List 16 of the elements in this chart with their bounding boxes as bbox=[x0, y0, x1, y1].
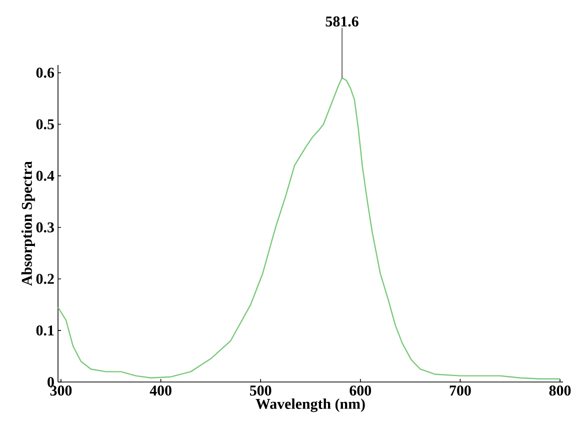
x-tick-label: 400 bbox=[150, 386, 172, 396]
y-tick-label: 0.1 bbox=[36, 325, 54, 336]
y-tick-label: 0 bbox=[48, 376, 54, 388]
y-tick-label: 0.4 bbox=[36, 170, 54, 181]
y-tick-label: 0.2 bbox=[36, 274, 54, 284]
y-tick-label: 0.5 bbox=[36, 119, 54, 130]
y-tick-label: 0.3 bbox=[36, 222, 54, 232]
x-tick-label: 800 bbox=[549, 386, 571, 396]
x-tick-label: 300 bbox=[50, 386, 72, 396]
x-tick-label: 600 bbox=[350, 386, 372, 396]
x-tick-label: 500 bbox=[250, 386, 272, 396]
y-axis-title: Absorption Spectra bbox=[21, 161, 35, 286]
x-tick-label: 700 bbox=[450, 386, 471, 396]
x-axis-title: Wavelength (nm) bbox=[256, 398, 365, 412]
y-tick-label: 0.6 bbox=[36, 68, 54, 78]
annotation: 581.6 bbox=[326, 16, 358, 27]
